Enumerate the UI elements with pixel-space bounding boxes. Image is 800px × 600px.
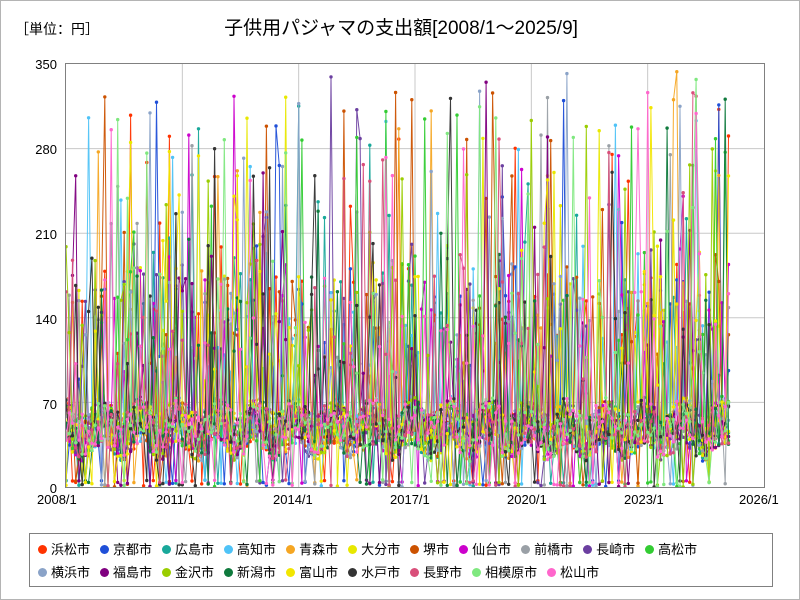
legend-marker-icon <box>286 567 296 577</box>
legend-label: 金沢市 <box>175 564 215 580</box>
legend: 浜松市 京都市 広島市 高知市 青森市 大分市 堺市 仙台市 前橋市 長崎市 高松市 横浜市 福島市 金… <box>29 533 773 587</box>
legend-marker-icon <box>472 567 482 577</box>
x-axis-tick-2026: 2026/1 <box>739 492 779 507</box>
legend-item[interactable]: 新潟市 <box>224 566 276 579</box>
legend-marker-icon <box>162 567 172 577</box>
x-axis-tick-2020: 2020/1 <box>507 492 547 507</box>
unit-label: ［単位：円］ <box>15 21 99 37</box>
legend-label: 広島市 <box>175 541 215 557</box>
legend-label: 相模原市 <box>485 564 538 580</box>
y-axis-tick-70: 70 <box>42 397 57 412</box>
x-axis-tick-2023: 2023/1 <box>624 492 664 507</box>
legend-item[interactable]: 浜松市 <box>38 543 90 556</box>
legend-marker-icon <box>410 544 420 554</box>
legend-marker-icon <box>348 544 358 554</box>
x-axis-tick-2014: 2014/1 <box>273 492 313 507</box>
legend-item[interactable]: 長崎市 <box>583 543 635 556</box>
legend-item[interactable]: 広島市 <box>162 543 214 556</box>
legend-marker-icon <box>100 567 110 577</box>
legend-marker-icon <box>459 544 469 554</box>
legend-marker-icon <box>286 544 296 554</box>
legend-item[interactable]: 京都市 <box>100 543 152 556</box>
legend-item[interactable]: 福島市 <box>100 566 152 579</box>
legend-item[interactable]: 長野市 <box>410 566 462 579</box>
legend-marker-icon <box>521 544 531 554</box>
legend-item[interactable]: 仙台市 <box>459 543 511 556</box>
legend-label: 長崎市 <box>596 541 636 557</box>
legend-label: 新潟市 <box>237 564 277 580</box>
legend-item[interactable]: 前橋市 <box>521 543 573 556</box>
legend-item[interactable]: 青森市 <box>286 543 338 556</box>
series-lines <box>66 64 764 487</box>
legend-marker-icon <box>100 544 110 554</box>
x-axis-tick-2017: 2017/1 <box>390 492 430 507</box>
legend-row-1: 浜松市 京都市 広島市 高知市 青森市 大分市 堺市 仙台市 前橋市 長崎市 高松市 <box>38 539 768 559</box>
legend-label: 水戸市 <box>361 564 401 580</box>
legend-marker-icon <box>348 567 358 577</box>
legend-item[interactable]: 松山市 <box>547 566 599 579</box>
series-18 <box>66 77 731 487</box>
legend-marker-icon <box>224 544 234 554</box>
legend-item[interactable]: 金沢市 <box>162 566 214 579</box>
legend-label: 長野市 <box>423 564 463 580</box>
legend-label: 富山市 <box>299 564 339 580</box>
legend-label: 仙台市 <box>472 541 512 557</box>
legend-marker-icon <box>38 544 47 554</box>
legend-label: 高松市 <box>658 541 698 557</box>
x-axis-tick-2011: 2011/1 <box>156 492 195 507</box>
legend-item[interactable]: 横浜市 <box>38 566 90 579</box>
legend-label: 大分市 <box>361 541 401 557</box>
legend-label: 浜松市 <box>51 541 91 557</box>
legend-item[interactable]: 堺市 <box>410 543 449 556</box>
legend-label: 堺市 <box>423 541 450 557</box>
legend-item[interactable]: 高松市 <box>645 543 697 556</box>
legend-item[interactable]: 高知市 <box>224 543 276 556</box>
legend-label: 高知市 <box>237 541 277 557</box>
legend-label: 前橋市 <box>534 541 574 557</box>
legend-item[interactable]: 水戸市 <box>348 566 400 579</box>
legend-item[interactable]: 富山市 <box>286 566 338 579</box>
y-axis-tick-0: 0 <box>49 481 57 496</box>
y-axis-tick-280: 280 <box>35 142 57 157</box>
legend-marker-icon <box>224 567 234 577</box>
legend-label: 松山市 <box>560 564 600 580</box>
legend-marker-icon <box>38 567 47 577</box>
legend-label: 福島市 <box>113 564 153 580</box>
legend-row-2: 横浜市 福島市 金沢市 新潟市 富山市 水戸市 長野市 相模原市 松山市 <box>38 562 768 582</box>
plot-area <box>65 63 765 488</box>
legend-marker-icon <box>645 544 655 554</box>
legend-label: 青森市 <box>299 541 339 557</box>
x-axis-tick-2008: 2008/1 <box>37 492 77 507</box>
y-axis-tick-140: 140 <box>35 312 57 327</box>
legend-item[interactable]: 相模原市 <box>472 566 537 579</box>
chart-title: 子供用パジャマの支出額[2008/1〜2025/9] <box>224 18 578 39</box>
y-axis-tick-210: 210 <box>35 227 57 242</box>
legend-marker-icon <box>547 567 557 577</box>
y-axis-tick-350: 350 <box>35 57 57 72</box>
series-19 <box>66 90 731 487</box>
legend-marker-icon <box>583 544 593 554</box>
legend-label: 京都市 <box>113 541 153 557</box>
legend-label: 横浜市 <box>51 564 91 580</box>
legend-marker-icon <box>162 544 172 554</box>
legend-item[interactable]: 大分市 <box>348 543 400 556</box>
legend-marker-icon <box>410 567 420 577</box>
